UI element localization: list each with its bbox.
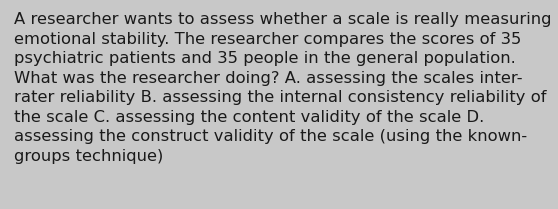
Text: A researcher wants to assess whether a scale is really measuring
emotional stabi: A researcher wants to assess whether a s…	[14, 12, 551, 164]
